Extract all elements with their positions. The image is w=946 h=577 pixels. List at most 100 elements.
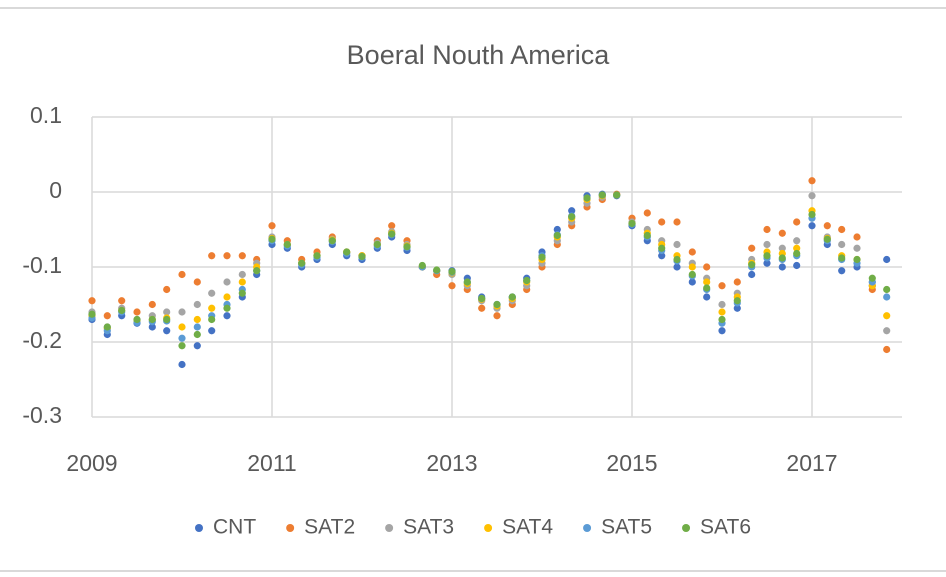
legend-marker [583, 524, 592, 532]
data-point [643, 231, 651, 240]
data-point [268, 222, 276, 230]
data-point [208, 289, 216, 297]
x-tick-label: 2009 [66, 450, 117, 476]
data-point [883, 255, 891, 264]
legend-marker [385, 524, 394, 532]
data-point [448, 282, 456, 290]
data-point [763, 252, 771, 260]
data-point [703, 293, 711, 301]
data-point [193, 300, 201, 309]
data-point [223, 252, 231, 260]
data-point [178, 323, 186, 331]
data-point [778, 244, 786, 252]
data-point [163, 315, 171, 324]
data-point [808, 222, 816, 230]
data-point [883, 312, 891, 320]
data-point [553, 231, 561, 240]
data-point [688, 278, 696, 286]
data-point [163, 327, 171, 335]
x-tick-label: 2015 [606, 450, 657, 476]
data-point [718, 315, 726, 324]
data-point [763, 259, 771, 267]
legend-label: SAT5 [601, 516, 652, 539]
data-point [493, 300, 501, 309]
data-point [733, 304, 741, 312]
data-point [553, 225, 561, 234]
data-point [163, 285, 171, 294]
data-point [748, 270, 756, 279]
data-point [883, 293, 891, 301]
data-point [568, 207, 576, 215]
data-point [238, 252, 246, 260]
data-point [688, 270, 696, 279]
data-point [148, 315, 156, 324]
data-point [178, 360, 186, 369]
y-tick-label: 0.1 [30, 102, 62, 128]
data-point [838, 240, 846, 249]
data-point [688, 248, 696, 256]
y-tick-label: -0.3 [22, 402, 62, 428]
data-point [103, 312, 111, 320]
legend-label: CNT [213, 516, 256, 539]
y-tick-label: -0.1 [22, 252, 62, 278]
data-point [463, 278, 471, 286]
data-point [853, 233, 861, 241]
data-point [718, 300, 726, 309]
data-point [508, 293, 516, 301]
data-point [193, 278, 201, 286]
data-point [193, 342, 201, 350]
data-point [793, 261, 801, 270]
data-point [673, 255, 681, 264]
data-point [283, 240, 291, 249]
data-point [178, 342, 186, 350]
data-point [193, 315, 201, 324]
data-point [613, 191, 621, 199]
data-point [523, 276, 531, 285]
data-point [883, 285, 891, 294]
data-point [148, 300, 156, 309]
data-point [793, 237, 801, 245]
data-point [448, 267, 456, 276]
plot-area [88, 177, 891, 369]
data-point [118, 306, 126, 315]
x-tick-label: 2013 [426, 450, 477, 476]
data-point [223, 312, 231, 320]
data-point [88, 297, 96, 305]
x-tick-label: 2011 [247, 450, 296, 476]
data-point [403, 243, 411, 251]
data-point [118, 297, 126, 305]
data-point [778, 254, 786, 262]
data-point [673, 218, 681, 226]
data-point [793, 218, 801, 226]
data-point [583, 194, 591, 202]
data-point [823, 235, 831, 243]
data-point [808, 177, 816, 185]
data-point [208, 327, 216, 335]
legend-label: SAT2 [304, 516, 355, 539]
data-point [808, 210, 816, 219]
data-point [658, 252, 666, 260]
data-point [853, 255, 861, 264]
data-point [748, 244, 756, 252]
data-point [643, 209, 651, 217]
data-point [388, 222, 396, 230]
data-point [88, 310, 96, 318]
data-point [703, 278, 711, 286]
data-point [658, 218, 666, 226]
data-point [793, 244, 801, 252]
data-point [703, 263, 711, 271]
data-point [688, 263, 696, 271]
data-point [853, 244, 861, 252]
legend-marker [682, 524, 691, 532]
data-point [703, 284, 711, 292]
data-point [313, 252, 321, 260]
data-point [673, 263, 681, 271]
data-point [208, 304, 216, 312]
data-point [223, 304, 231, 312]
data-point [238, 278, 246, 286]
data-point [778, 263, 786, 271]
data-point [133, 315, 141, 324]
data-point [883, 327, 891, 335]
